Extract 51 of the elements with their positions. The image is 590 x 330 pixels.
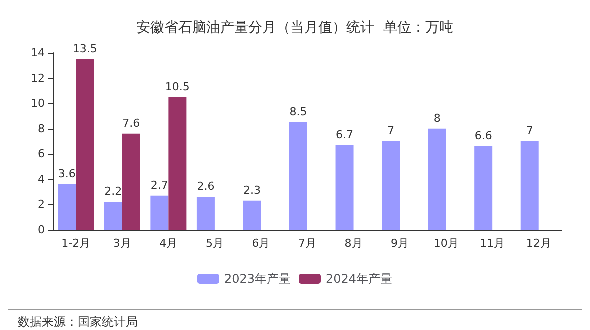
data-label: 6.6 [474, 130, 492, 143]
x-tick-label: 6月 [252, 237, 270, 250]
x-tick-label: 1-2月 [62, 237, 91, 250]
y-tick-label: 8 [38, 122, 45, 136]
x-tick-label: 5月 [206, 237, 224, 250]
bar [150, 196, 169, 230]
y-tick-label: 2 [38, 198, 45, 212]
data-label: 3.6 [58, 167, 76, 180]
x-tick-label: 4月 [160, 237, 178, 250]
data-label: 6.7 [336, 128, 354, 142]
data-label: 2.6 [197, 180, 215, 194]
data-label: 7 [526, 124, 534, 138]
data-label: 2.7 [150, 178, 168, 192]
x-tick-label: 10月 [434, 237, 459, 250]
chart-title: 安徽省石脑油产量分月（当月值）统计 单位：万吨 [136, 20, 454, 36]
data-label: 2.2 [104, 185, 122, 198]
bar [122, 134, 140, 230]
bar [243, 200, 262, 230]
bar [58, 184, 76, 230]
bar [520, 142, 539, 230]
data-label: 8.5 [290, 106, 308, 119]
data-label: 7 [388, 124, 395, 138]
data-label: 7.6 [122, 116, 140, 130]
y-tick-label: 0 [38, 224, 45, 236]
x-tick-label: 8月 [344, 237, 363, 250]
bar [428, 128, 446, 230]
data-label: 10.5 [165, 80, 190, 94]
x-tick-label: 12月 [526, 237, 552, 250]
y-tick-label: 12 [31, 72, 45, 85]
x-tick-label: 7月 [298, 237, 316, 250]
source-note: 数据来源：国家统计局 [18, 315, 138, 329]
x-tick-label: 3月 [113, 237, 132, 250]
bar [382, 142, 400, 230]
y-tick-label: 6 [38, 148, 45, 161]
bar [76, 59, 94, 230]
data-label: 8 [434, 112, 441, 125]
legend-label: 2024年产量 [326, 272, 393, 286]
bar [196, 197, 215, 230]
bar [290, 122, 308, 230]
bar [474, 146, 493, 230]
bar [168, 97, 187, 230]
x-tick-label: 9月 [391, 237, 410, 250]
bar [104, 202, 122, 230]
data-label: 2.3 [243, 184, 261, 197]
y-tick-label: 14 [31, 46, 45, 60]
y-tick-label: 10 [31, 97, 45, 110]
y-tick-label: 4 [38, 172, 45, 186]
legend-label: 2023年产量 [224, 272, 292, 286]
data-label: 13.5 [72, 42, 98, 56]
x-tick-label: 11月 [480, 237, 506, 250]
bar [336, 145, 354, 230]
